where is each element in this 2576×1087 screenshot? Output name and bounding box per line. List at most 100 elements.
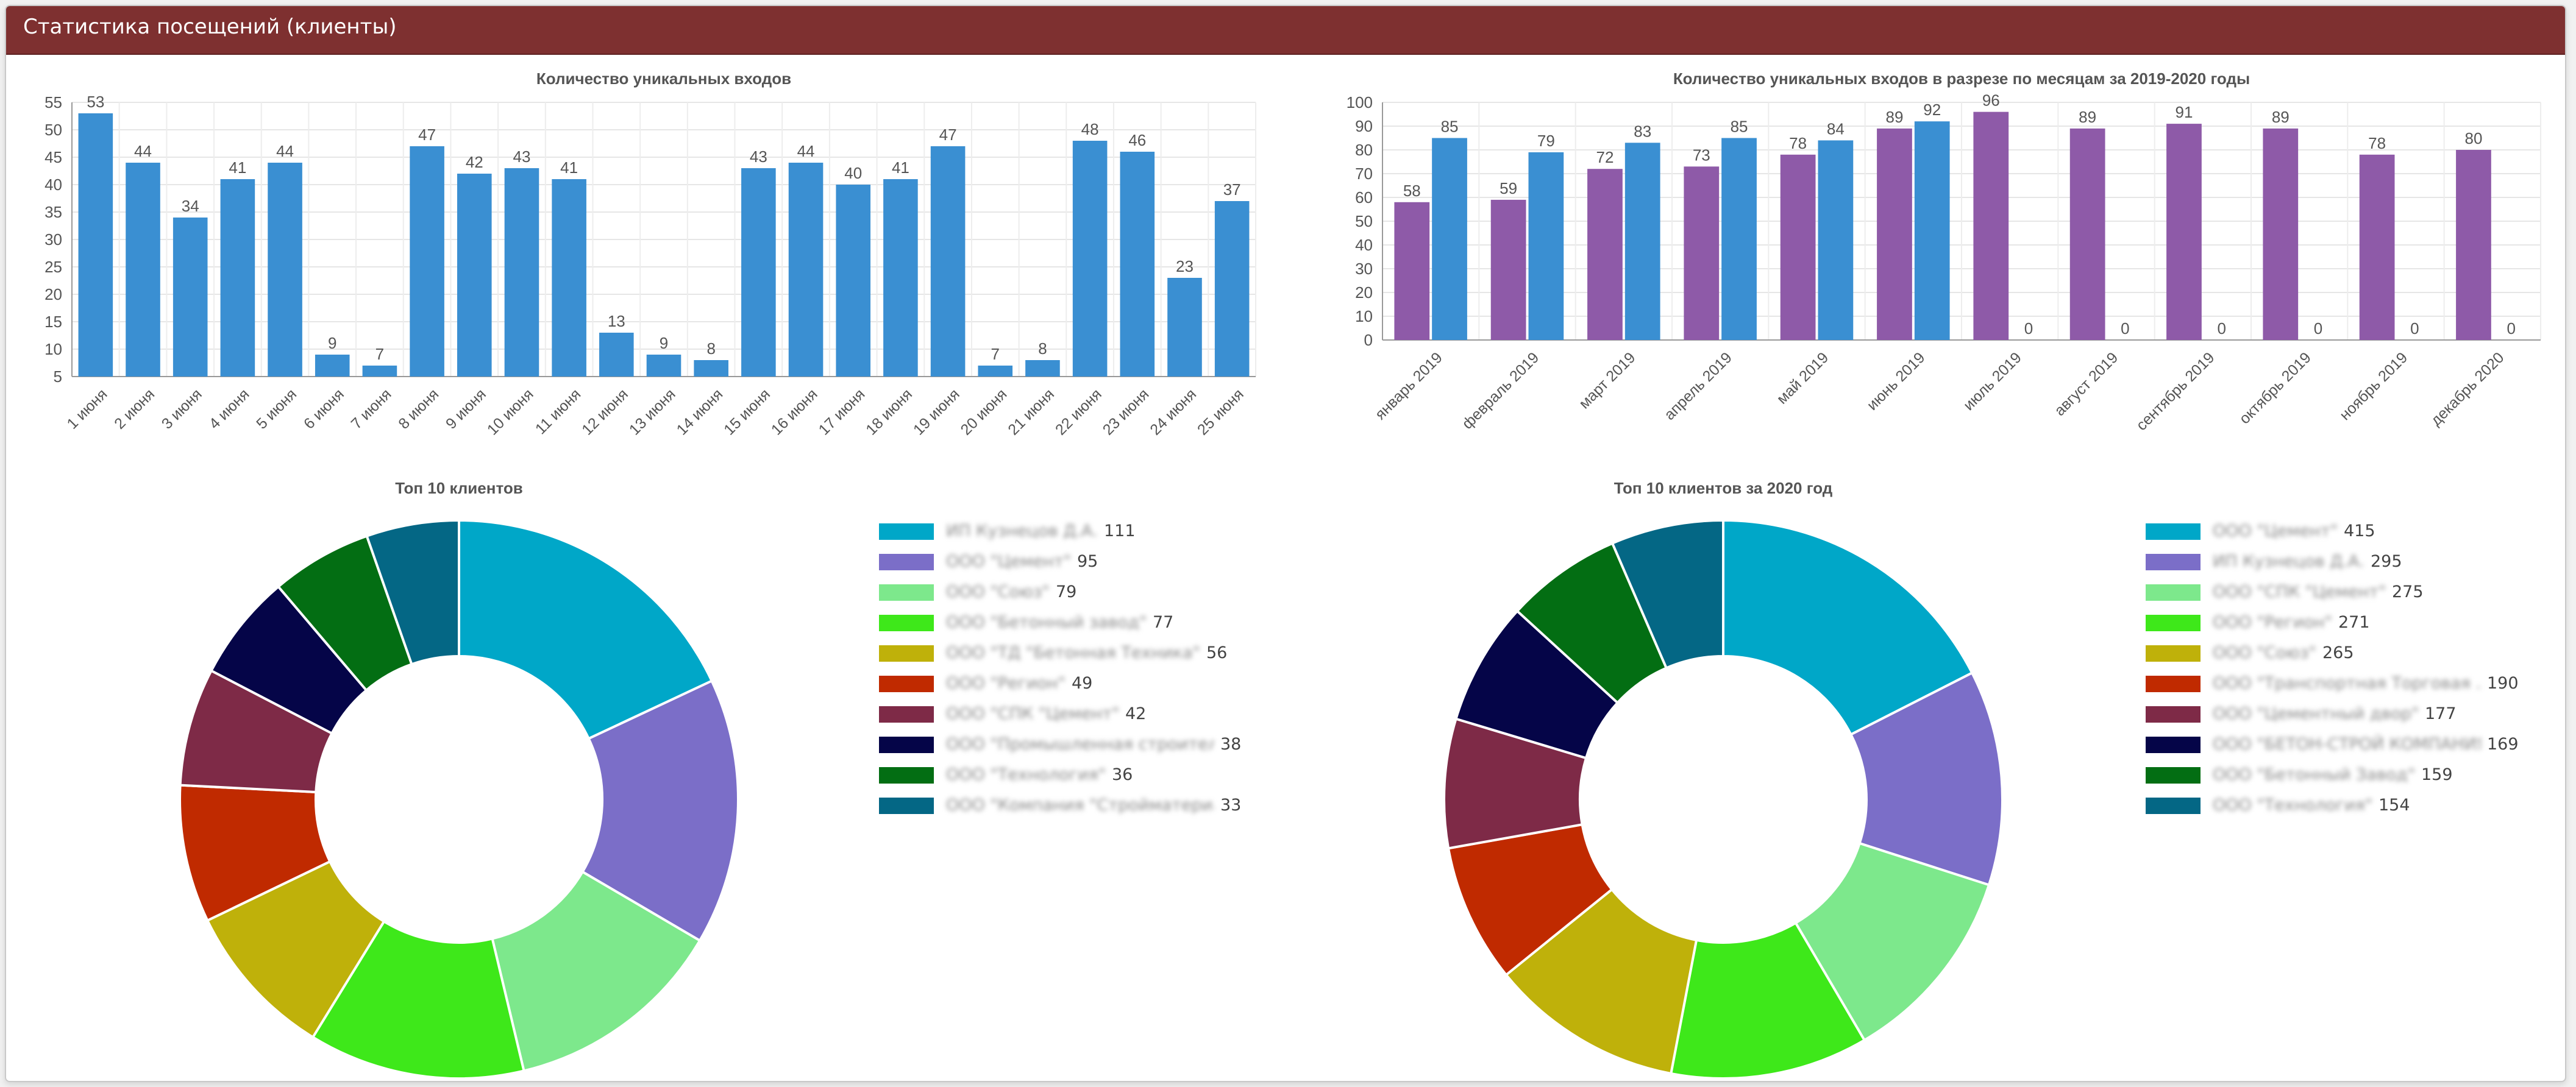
x-tick-label: сентябрь 2019: [2133, 349, 2218, 434]
legend-value: 190: [2487, 674, 2519, 693]
legend-swatch: [2146, 645, 2201, 662]
y-tick-label: 20: [1355, 283, 1373, 302]
legend-value: 95: [1077, 552, 1098, 571]
pie-slice: [491, 870, 702, 1072]
legend-swatch: [879, 767, 934, 784]
x-tick-label: 7 июня: [348, 386, 395, 433]
y-tick-label: 70: [1355, 165, 1373, 183]
bar: [78, 113, 113, 377]
data-label: 78: [1789, 134, 1807, 152]
legend-swatch: [879, 554, 934, 570]
legend-swatch: [879, 645, 934, 662]
legend-value: 49: [1072, 674, 1093, 693]
y-tick-label: 10: [1355, 307, 1373, 325]
legend-label: ИП Кузнецов Д.А.: [946, 522, 1098, 540]
panel-title: Статистика посещений (клиенты): [23, 15, 397, 39]
legend-value: 275: [2392, 582, 2424, 601]
x-tick-label: декабрь 2020: [2427, 349, 2507, 429]
data-label: 13: [608, 312, 625, 330]
legend-value: 38: [1220, 735, 1242, 754]
legend-swatch: [2146, 798, 2201, 814]
chart-title: Топ 10 клиентов за 2020 год: [1614, 479, 1833, 497]
legend-swatch: [879, 615, 934, 631]
bar: [1528, 152, 1564, 340]
bar: [1684, 166, 1720, 340]
bar: [268, 163, 302, 377]
panel-header: Статистика посещений (клиенты): [6, 6, 2565, 55]
x-tick-label: июнь 2019: [1863, 349, 1928, 414]
pie-slice: [1669, 921, 1866, 1080]
legend-label: ООО "Регион": [2213, 613, 2332, 632]
legend-value: 177: [2425, 704, 2457, 723]
bar: [883, 179, 918, 377]
legend-label: ИП Кузнецов Д.А.: [2213, 552, 2364, 571]
bar: [1780, 154, 1816, 341]
legend-swatch: [2146, 584, 2201, 601]
data-label: 58: [1403, 182, 1421, 200]
x-tick-label: 8 июня: [395, 386, 442, 433]
legend-value: 79: [1056, 582, 1077, 601]
data-label: 89: [2272, 108, 2290, 126]
legend-label: ООО "Цементный двор": [2213, 704, 2419, 723]
data-label: 8: [1038, 339, 1047, 358]
legend-swatch: [2146, 676, 2201, 692]
bar: [1120, 152, 1155, 377]
bar: [457, 174, 492, 377]
bar: [2166, 124, 2202, 340]
data-label: 48: [1081, 120, 1099, 138]
bar: [410, 146, 444, 377]
legend-label: ООО "СПК "Цемент": [2213, 582, 2386, 601]
bar: [1721, 138, 1757, 340]
bar: [2359, 154, 2395, 341]
x-tick-label: октябрь 2019: [2236, 349, 2314, 428]
legend-label: ООО "Цемент": [2213, 522, 2338, 540]
bar: [646, 355, 681, 377]
bar: [788, 163, 824, 377]
bar: [1214, 201, 1250, 377]
y-tick-label: 35: [44, 203, 62, 221]
data-label: 92: [1923, 101, 1941, 119]
legend-swatch: [879, 584, 934, 601]
monthly-unique-logins-chart: Количество уникальных входов в разрезе п…: [1347, 69, 2541, 434]
pie-slice: [365, 519, 460, 666]
legend-value: 415: [2344, 522, 2375, 540]
bar: [1914, 121, 1950, 340]
data-label: 0: [2507, 319, 2515, 338]
y-tick-label: 40: [44, 175, 62, 194]
data-label: 80: [2464, 129, 2482, 147]
bar: [1587, 169, 1623, 340]
y-tick-label: 40: [1355, 236, 1373, 254]
data-label: 41: [892, 158, 909, 177]
legend-label: ООО "БЕТОН-СТРОЙ КОМПАНИЯ": [2213, 735, 2481, 754]
legend-swatch: [879, 676, 934, 692]
data-label: 47: [418, 126, 436, 144]
data-label: 89: [2079, 108, 2096, 126]
data-label: 43: [513, 147, 530, 166]
bar: [1624, 143, 1660, 341]
legend-swatch: [879, 523, 934, 540]
x-tick-label: 17 июня: [816, 386, 869, 439]
y-tick-label: 45: [44, 148, 62, 166]
y-tick-label: 55: [44, 93, 62, 112]
x-tick-label: 6 июня: [301, 386, 347, 433]
legend-label: ООО "Регион": [946, 674, 1066, 693]
bar: [552, 179, 586, 377]
bar: [836, 185, 871, 377]
bar: [2456, 150, 2491, 340]
legend-swatch: [2146, 554, 2201, 570]
data-label: 7: [375, 345, 384, 363]
bar: [504, 168, 539, 377]
data-label: 47: [939, 126, 957, 144]
y-tick-label: 60: [1355, 188, 1373, 207]
legend-value: 42: [1125, 704, 1147, 723]
legend-value: 56: [1206, 643, 1228, 662]
legend-label: ООО "Технология": [2213, 796, 2373, 815]
pie-slice: [1722, 519, 1974, 737]
pie-slice: [458, 519, 714, 740]
x-tick-label: 18 июня: [863, 386, 916, 439]
legend-label: ООО "Бетонный Завод": [2213, 765, 2416, 784]
x-tick-label: 9 июня: [443, 386, 489, 433]
data-label: 44: [134, 142, 152, 160]
legend-swatch: [2146, 737, 2201, 753]
y-tick-label: 50: [44, 121, 62, 139]
